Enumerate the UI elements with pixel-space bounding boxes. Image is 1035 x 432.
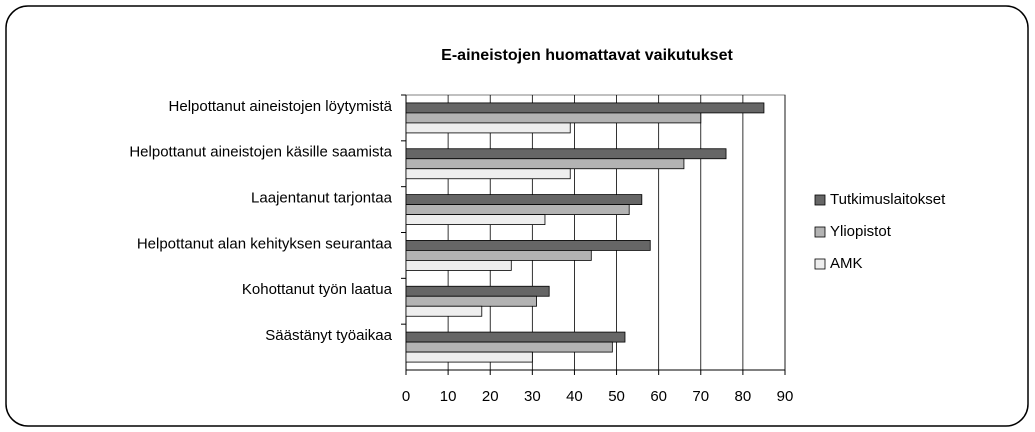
x-tick-label: 10: [440, 388, 457, 405]
x-tick-label: 90: [777, 388, 794, 405]
plot-area: [405, 94, 786, 371]
x-tick-label: 70: [692, 388, 709, 405]
bar: [405, 168, 571, 180]
legend-swatch: [814, 194, 826, 206]
bar: [405, 158, 685, 170]
y-tick-label: Helpottanut alan kehityksen seurantaa: [137, 235, 393, 252]
bar: [405, 260, 512, 271]
legend-label: AMK: [830, 255, 863, 272]
y-tick-label: Kohottanut työn laatua: [242, 281, 393, 298]
bar: [405, 122, 571, 134]
legend-swatch: [814, 226, 826, 238]
x-tick-label: 40: [566, 388, 583, 405]
bar: [405, 250, 592, 261]
bar: [405, 194, 643, 205]
bar: [405, 341, 613, 353]
bar: [405, 305, 483, 317]
legend-label: Yliopistot: [830, 223, 892, 240]
bar: [405, 240, 651, 251]
bar: [405, 112, 702, 124]
chart-title: E-aineistojen huomattavat vaikutukset: [441, 47, 733, 64]
bar: [405, 102, 765, 114]
bar: [405, 285, 550, 297]
bar: [405, 148, 727, 160]
bar: [405, 204, 630, 215]
y-tick-label: Säästänyt työaikaa: [265, 327, 392, 344]
x-tick-label: 0: [402, 388, 410, 405]
bar: [405, 295, 537, 307]
bar: [405, 351, 533, 363]
y-tick-label: Helpottanut aineistojen käsille saamista: [129, 144, 392, 161]
x-tick-label: 20: [482, 388, 499, 405]
x-tick-label: 80: [735, 388, 752, 405]
y-tick-label: Helpottanut aineistojen löytymistä: [169, 98, 393, 115]
y-tick-label: Laajentanut tarjontaa: [251, 189, 393, 206]
x-tick-label: 30: [524, 388, 541, 405]
x-tick-label: 50: [608, 388, 625, 405]
bar: [405, 214, 546, 225]
legend-swatch: [814, 258, 826, 270]
x-tick-label: 60: [650, 388, 667, 405]
bar: [405, 331, 626, 343]
legend-label: Tutkimuslaitokset: [830, 191, 946, 208]
